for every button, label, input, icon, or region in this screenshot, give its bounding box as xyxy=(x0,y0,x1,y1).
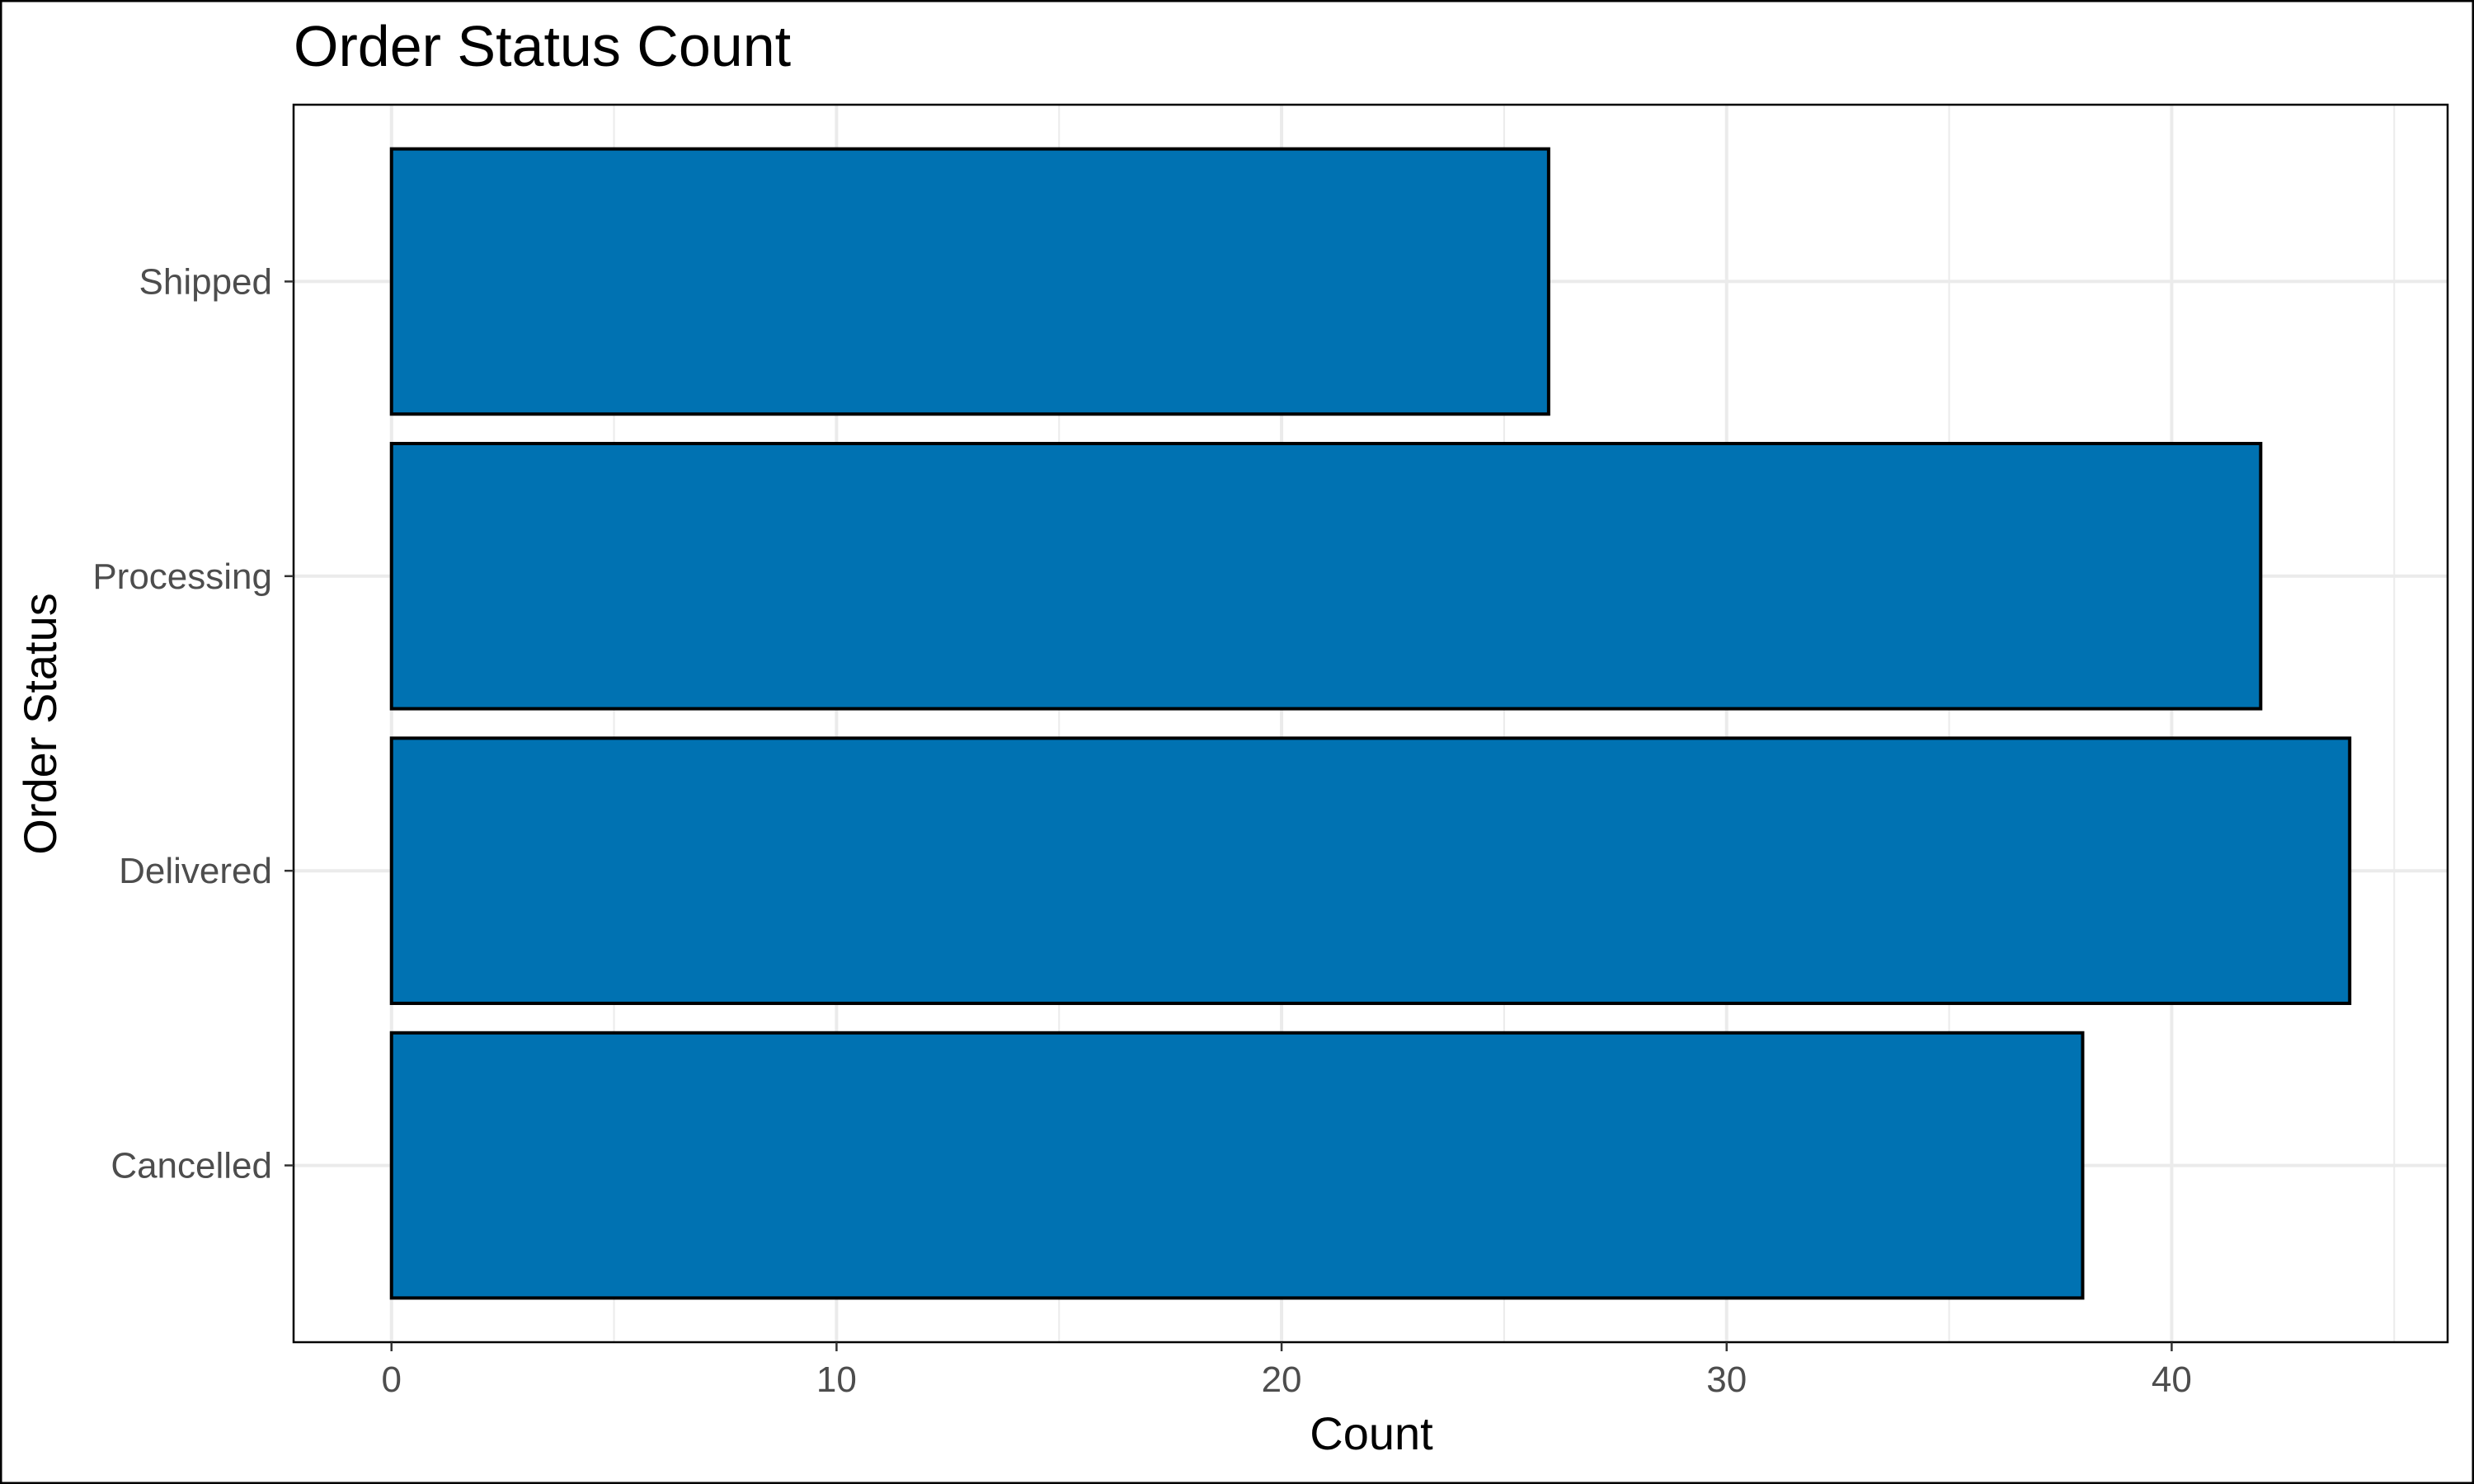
bar-cancelled xyxy=(389,1031,2085,1300)
chart-title: Order Status Count xyxy=(294,14,791,78)
ticks-layer: Cancelled Delivered Processing Shipped 0 10 20… xyxy=(92,261,2192,1400)
x-tick-label: 0 xyxy=(381,1360,401,1400)
bars-layer xyxy=(389,147,2352,1300)
bar-processing xyxy=(389,441,2263,711)
bar-delivered xyxy=(389,736,2352,1006)
y-axis-title: Order Status xyxy=(14,593,66,854)
x-tick-label: 20 xyxy=(1262,1360,1302,1400)
y-tick-label: Shipped xyxy=(139,261,272,302)
y-tick-label: Delivered xyxy=(119,851,272,891)
panel-border xyxy=(292,103,2449,1344)
x-tick-label: 40 xyxy=(2152,1360,2192,1400)
x-axis-title: Count xyxy=(1310,1407,1433,1459)
y-tick-label: Cancelled xyxy=(111,1146,272,1186)
y-tick-label: Processing xyxy=(92,556,272,597)
bar-shipped xyxy=(389,147,1550,416)
x-tick-label: 10 xyxy=(816,1360,857,1400)
x-tick-label: 30 xyxy=(1706,1360,1747,1400)
